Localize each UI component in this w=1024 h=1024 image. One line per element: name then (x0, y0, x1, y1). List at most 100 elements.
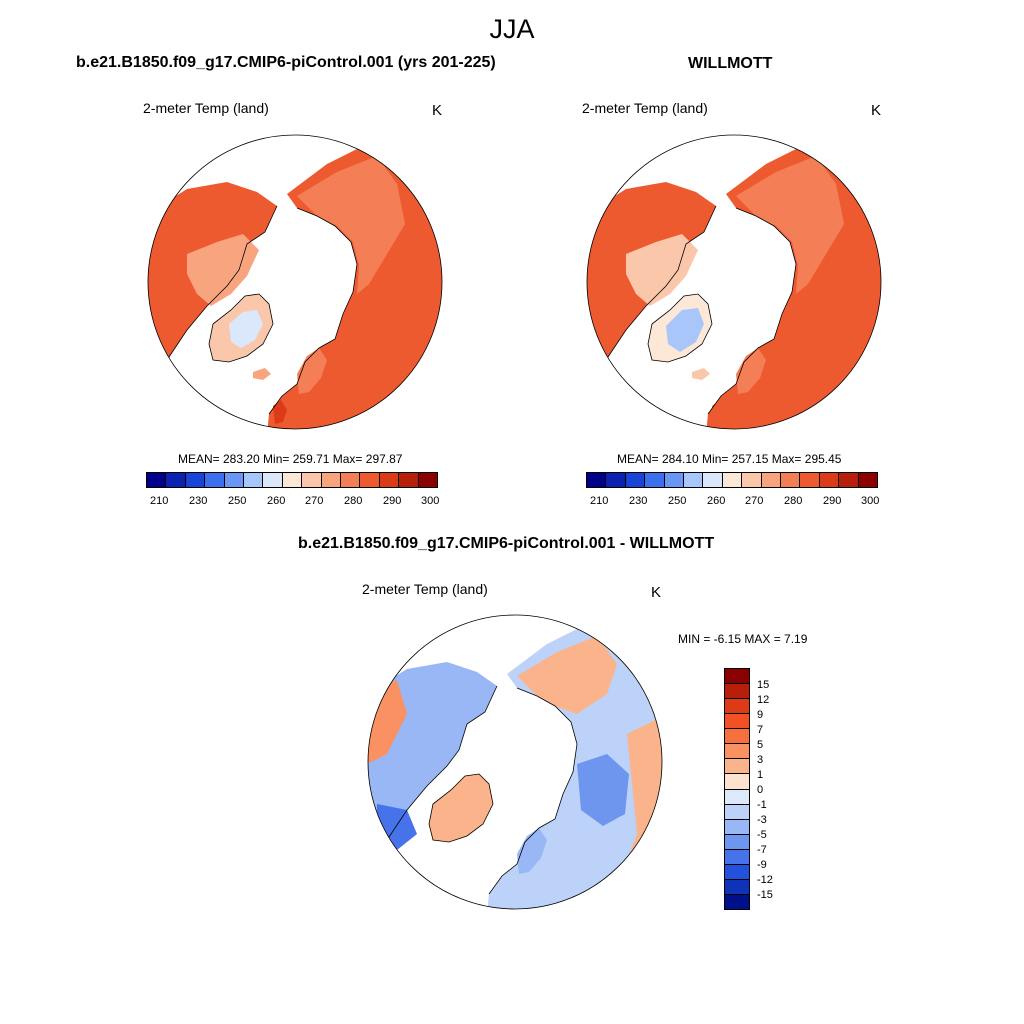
diff-variable-label: 2-meter Temp (land) (362, 581, 488, 597)
colorbar-swatch (781, 473, 801, 487)
diff-tick: -5 (757, 829, 767, 841)
left-map-scandinavia (297, 348, 327, 394)
right-tick: 260 (707, 495, 726, 507)
diff-tick: -12 (757, 874, 773, 886)
colorbar-swatch (341, 473, 361, 487)
colorbar-swatch (321, 473, 342, 487)
colorbar-swatch (703, 473, 723, 487)
colorbar-swatch (147, 473, 167, 487)
colorbar-swatch (684, 473, 704, 487)
diff-map-central-asia-cold (577, 754, 629, 826)
right-tick: 250 (668, 495, 687, 507)
left-tick: 260 (267, 495, 286, 507)
left-stats: MEAN= 283.20 Min= 259.71 Max= 297.87 (178, 452, 403, 466)
colorbar-swatch (725, 759, 749, 775)
diff-map-siberia-warm (517, 636, 617, 714)
right-map-scandinavia (736, 348, 766, 394)
right-tick: 280 (784, 495, 803, 507)
diff-tick: -3 (757, 814, 767, 826)
left-tick: 280 (344, 495, 363, 507)
right-colorbar-bar (586, 472, 878, 488)
right-map-arctic-canada (626, 234, 698, 306)
right-tick: 270 (745, 495, 764, 507)
right-map-coastline (605, 205, 797, 415)
colorbar-swatch (839, 473, 859, 487)
left-tick: 290 (383, 495, 402, 507)
colorbar-swatch (224, 473, 245, 487)
diff-map-scandinavia (517, 828, 547, 874)
diff-unit-label: K (651, 584, 662, 601)
left-tick: 210 (150, 495, 169, 507)
colorbar-swatch (244, 473, 264, 487)
right-map-uk (712, 400, 726, 424)
colorbar-swatch (725, 729, 749, 745)
right-unit-label: K (871, 102, 882, 119)
diff-tick: 15 (757, 679, 770, 691)
diff-tick: -1 (757, 799, 767, 811)
right-map-iceland (692, 368, 710, 380)
colorbar-swatch (725, 849, 749, 865)
colorbar-swatch (379, 473, 400, 487)
colorbar-swatch (725, 684, 749, 700)
right-tick: 300 (861, 495, 880, 507)
left-map-arctic-canada (187, 234, 259, 306)
diff-colorbar-ticks: 15 12 9 7 5 3 1 0 -1 -3 -5 -7 -9 -12 -15 (757, 668, 797, 910)
colorbar-swatch (606, 473, 626, 487)
left-unit-label: K (432, 102, 443, 119)
colorbar-swatch (625, 473, 646, 487)
right-tick: 230 (629, 495, 648, 507)
colorbar-swatch (282, 473, 303, 487)
left-map-coastline (166, 205, 358, 415)
diff-tick: 3 (757, 754, 764, 766)
diff-tick: -7 (757, 844, 767, 856)
colorbar-swatch (418, 473, 438, 487)
colorbar-swatch (725, 699, 749, 715)
right-tick: 290 (823, 495, 842, 507)
diff-polar-map (367, 614, 663, 910)
right-colorbar (586, 472, 878, 488)
right-polar-map (586, 134, 882, 430)
colorbar-swatch (800, 473, 820, 487)
colorbar-swatch (725, 864, 749, 880)
colorbar-swatch (722, 473, 743, 487)
colorbar-swatch (761, 473, 782, 487)
right-map-siberia-warm (736, 156, 844, 294)
left-colorbar (146, 472, 438, 488)
colorbar-swatch (725, 804, 749, 820)
colorbar-swatch (725, 744, 749, 760)
colorbar-swatch (302, 473, 322, 487)
left-colorbar-bar (146, 472, 438, 488)
diff-tick: 0 (757, 784, 764, 796)
colorbar-swatch (166, 473, 186, 487)
colorbar-swatch (742, 473, 762, 487)
diff-tick: 12 (757, 694, 770, 706)
diff-tick: -15 (757, 889, 773, 901)
colorbar-swatch (399, 473, 419, 487)
colorbar-swatch (263, 473, 283, 487)
left-tick: 300 (421, 495, 440, 507)
right-panel-title: WILLMOTT (688, 55, 773, 72)
colorbar-swatch (645, 473, 665, 487)
colorbar-swatch (725, 669, 749, 685)
diff-tick: 5 (757, 739, 764, 751)
diff-tick: 7 (757, 724, 764, 736)
left-tick: 270 (305, 495, 324, 507)
diff-tick: -9 (757, 859, 767, 871)
diff-colorbar (724, 668, 750, 910)
right-map-greenland-ice (666, 308, 704, 352)
colorbar-swatch (185, 473, 206, 487)
colorbar-swatch (587, 473, 607, 487)
right-variable-label: 2-meter Temp (land) (582, 100, 708, 116)
right-tick: 210 (590, 495, 609, 507)
colorbar-swatch (725, 894, 749, 909)
diff-panel-title: b.e21.B1850.f09_g17.CMIP6-piControl.001 … (298, 535, 715, 552)
figure-title: JJA (489, 14, 535, 44)
colorbar-swatch (819, 473, 840, 487)
colorbar-swatch (725, 774, 749, 790)
left-map-greenland-ice (229, 310, 263, 348)
colorbar-swatch (725, 819, 749, 835)
left-map-iceland (253, 368, 271, 380)
left-tick: 230 (189, 495, 208, 507)
left-panel-title: b.e21.B1850.f09_g17.CMIP6-piControl.001 … (76, 54, 496, 71)
colorbar-swatch (858, 473, 878, 487)
